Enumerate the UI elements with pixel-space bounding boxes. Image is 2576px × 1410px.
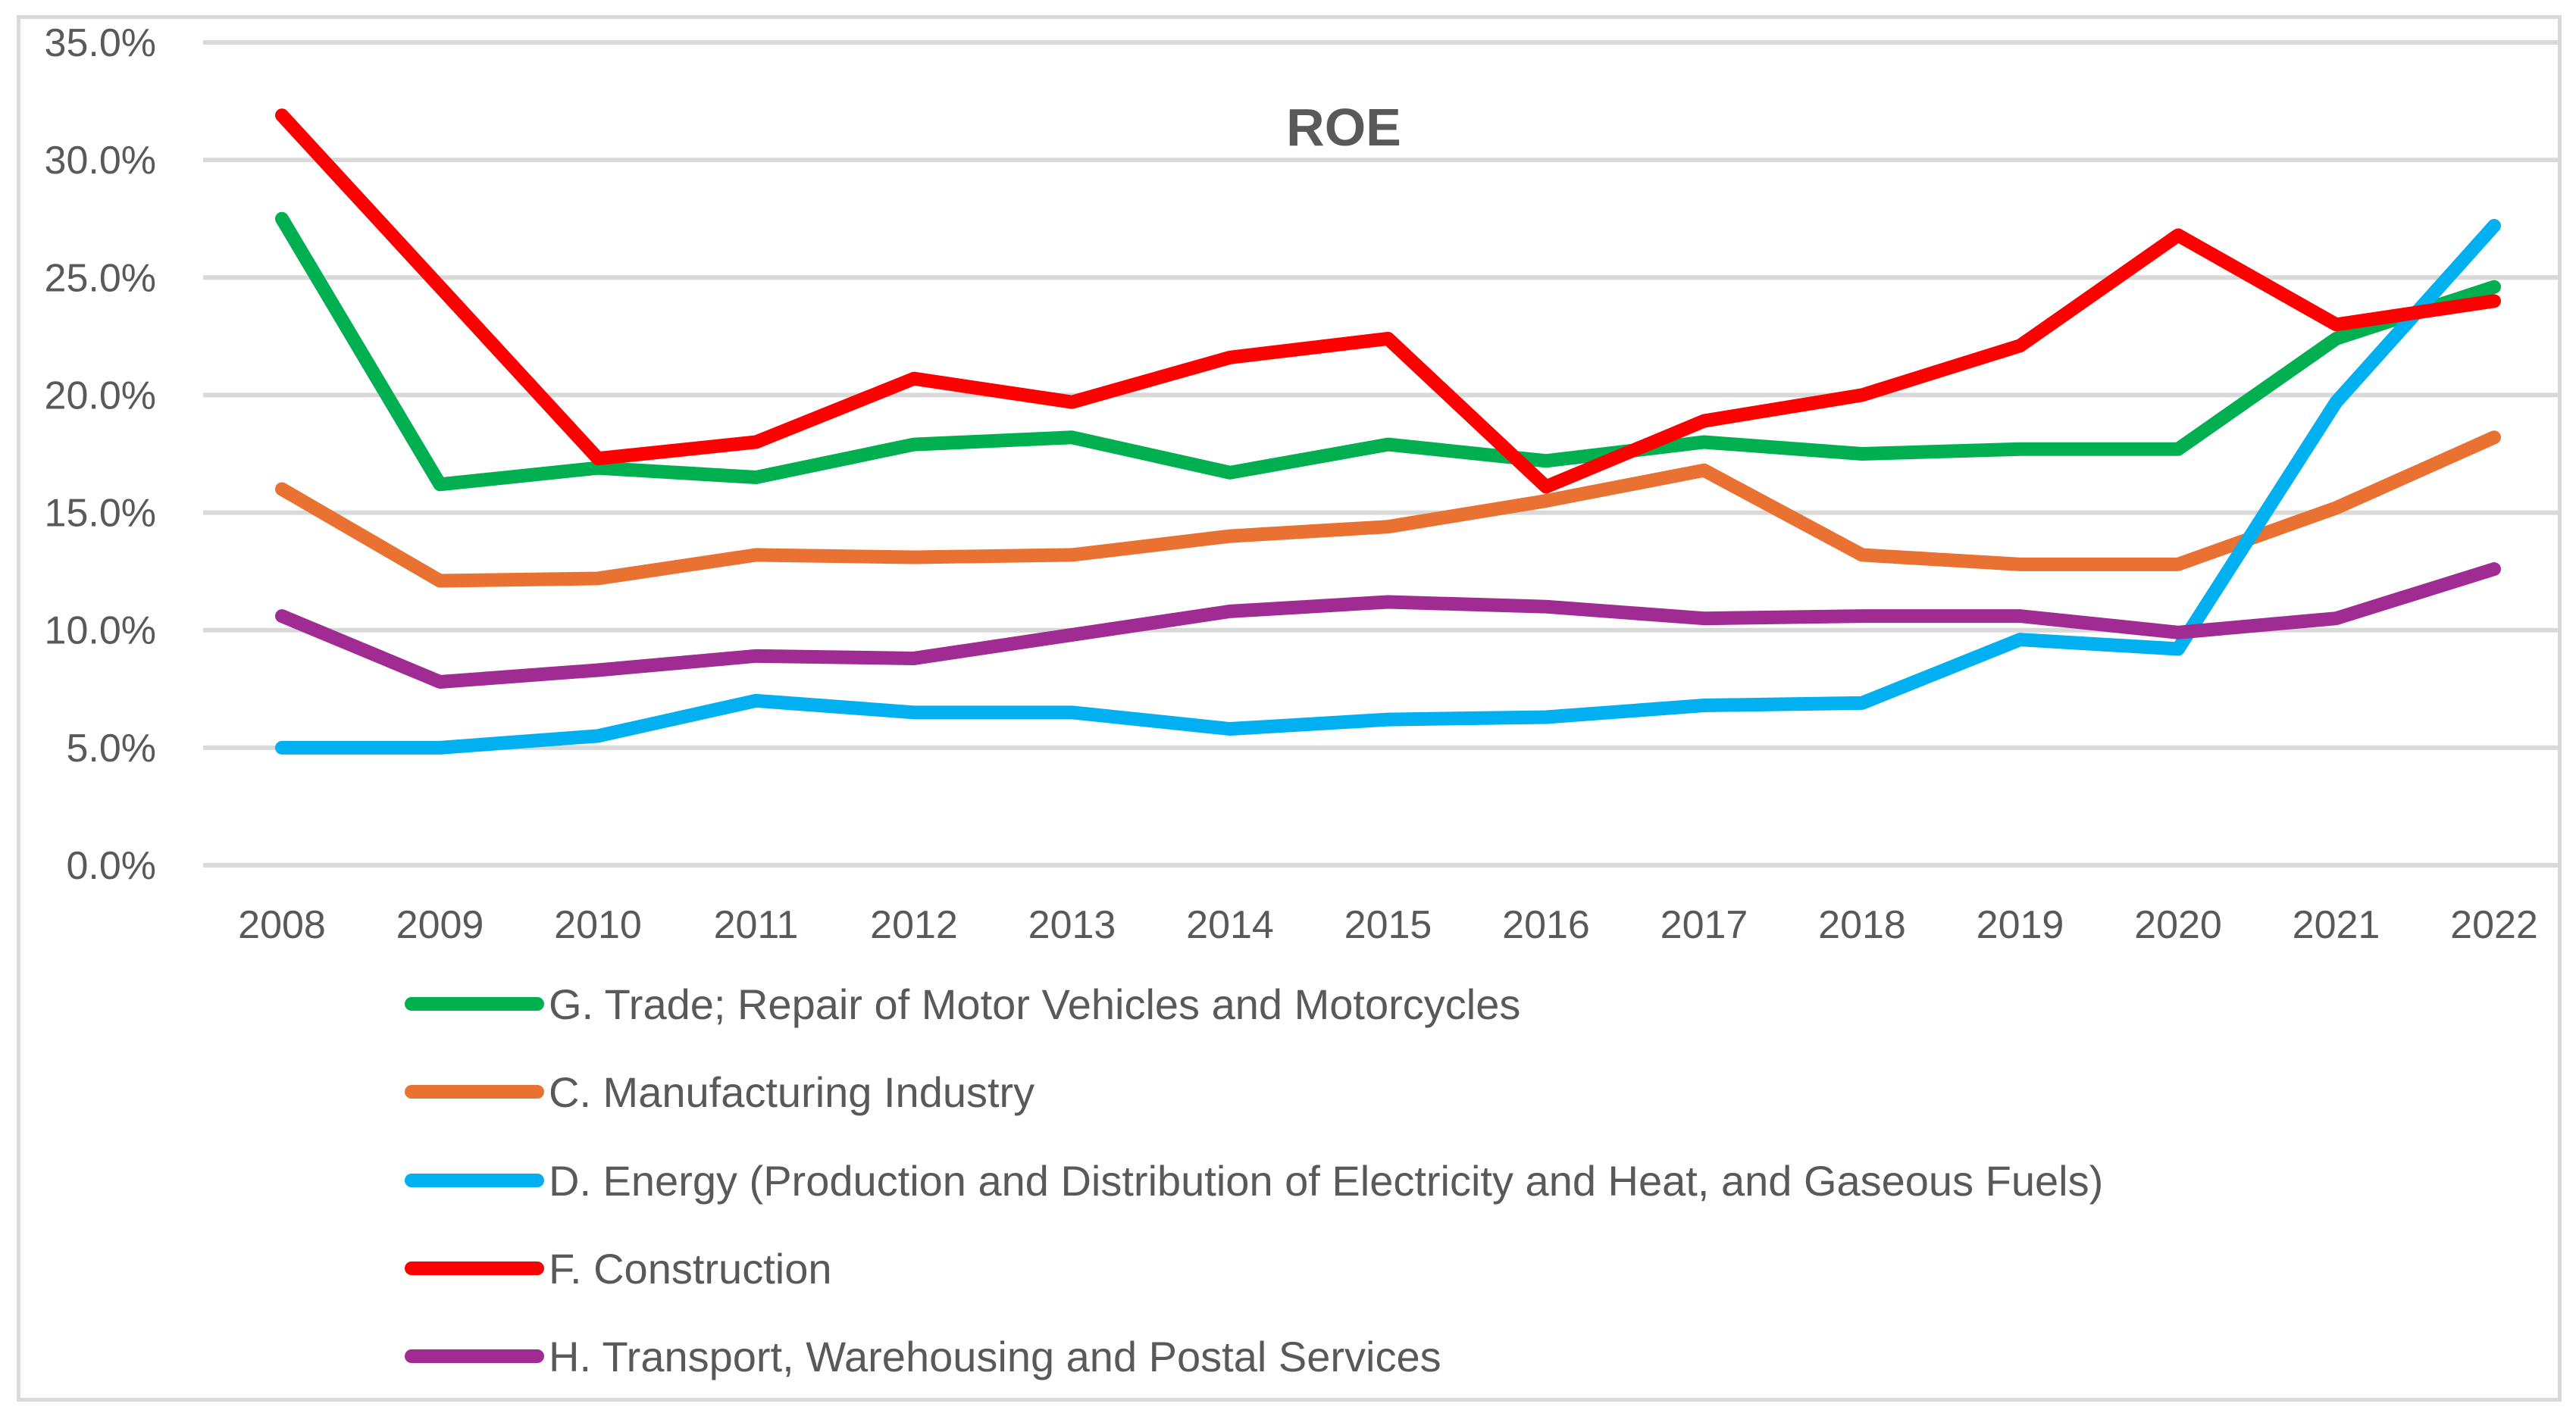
y-tick-label: 10.0% <box>45 609 156 653</box>
y-tick-label: 25.0% <box>45 256 156 300</box>
y-tick-label: 20.0% <box>45 374 156 417</box>
x-tick-label: 2018 <box>1818 903 1906 947</box>
x-tick-label: 2021 <box>2293 903 2380 947</box>
chart-title: ROE <box>1286 98 1401 157</box>
legend-label: C. Manufacturing Industry <box>549 1068 1035 1116</box>
legend-label: F. Construction <box>549 1244 832 1293</box>
y-tick-label: 5.0% <box>66 727 156 771</box>
x-tick-label: 2013 <box>1028 903 1116 947</box>
y-axis-ticks: 0.0% 5.0% 10.0% 15.0% 20.0% 25.0% 30.0% 35.0% <box>45 21 156 888</box>
x-tick-label: 2022 <box>2450 903 2538 947</box>
series-lines <box>275 108 2501 755</box>
legend-item: H. Transport, Warehousing and Postal Ser… <box>405 1326 1441 1387</box>
series-line-3 <box>275 108 2501 494</box>
x-tick-label: 2014 <box>1186 903 1274 947</box>
legend-label: G. Trade; Repair of Motor Vehicles and M… <box>549 980 1521 1028</box>
x-tick-label: 2008 <box>238 903 326 947</box>
x-tick-label: 2012 <box>870 903 958 947</box>
legend-swatch <box>405 1085 544 1099</box>
legend-swatch <box>405 1349 544 1363</box>
legend-swatch <box>405 1174 544 1187</box>
y-tick-label: 0.0% <box>66 844 156 888</box>
chart-frame <box>17 15 2562 1402</box>
x-tick-label: 2011 <box>714 903 799 947</box>
x-tick-label: 2015 <box>1344 903 1432 947</box>
legend-item: G. Trade; Repair of Motor Vehicles and M… <box>405 974 1520 1034</box>
x-tick-label: 2009 <box>396 903 484 947</box>
legend-item: F. Construction <box>405 1238 832 1299</box>
legend-swatch <box>405 997 544 1011</box>
legend-label: D. Energy (Production and Distribution o… <box>549 1156 2104 1205</box>
legend-item: C. Manufacturing Industry <box>405 1061 1034 1122</box>
y-tick-label: 30.0% <box>45 139 156 183</box>
legend-swatch <box>405 1261 544 1275</box>
legend-item: D. Energy (Production and Distribution o… <box>405 1150 2103 1211</box>
y-tick-label: 15.0% <box>45 492 156 536</box>
x-tick-label: 2017 <box>1660 903 1748 947</box>
x-tick-label: 2019 <box>1977 903 2064 947</box>
x-tick-label: 2020 <box>2134 903 2222 947</box>
x-axis-ticks: 2008 2009 2010 2011 2012 2013 2014 2015 2016 2017… <box>238 903 2538 947</box>
legend-label: H. Transport, Warehousing and Postal Ser… <box>549 1332 1441 1380</box>
series-line-4 <box>275 562 2501 689</box>
y-tick-label: 35.0% <box>45 21 156 65</box>
x-tick-label: 2016 <box>1502 903 1590 947</box>
series-line-0 <box>275 211 2501 492</box>
x-tick-label: 2010 <box>554 903 642 947</box>
